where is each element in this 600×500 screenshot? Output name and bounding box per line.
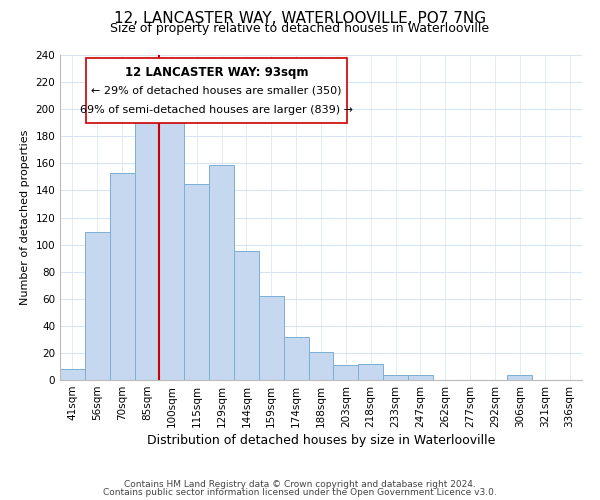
- Bar: [334, 365, 358, 380]
- Text: 12, LANCASTER WAY, WATERLOOVILLE, PO7 7NG: 12, LANCASTER WAY, WATERLOOVILLE, PO7 7N…: [114, 11, 486, 26]
- Bar: [284, 336, 308, 380]
- Bar: [383, 374, 408, 380]
- Bar: [508, 374, 532, 380]
- X-axis label: Distribution of detached houses by size in Waterlooville: Distribution of detached houses by size …: [147, 434, 495, 447]
- Bar: [134, 114, 160, 380]
- Text: 12 LANCASTER WAY: 93sqm: 12 LANCASTER WAY: 93sqm: [125, 66, 308, 80]
- Bar: [408, 374, 433, 380]
- Bar: [259, 296, 284, 380]
- FancyBboxPatch shape: [86, 58, 347, 123]
- Bar: [358, 364, 383, 380]
- Text: Size of property relative to detached houses in Waterlooville: Size of property relative to detached ho…: [110, 22, 490, 35]
- Bar: [60, 369, 85, 380]
- Bar: [184, 184, 209, 380]
- Y-axis label: Number of detached properties: Number of detached properties: [20, 130, 30, 305]
- Bar: [308, 352, 334, 380]
- Bar: [85, 232, 110, 380]
- Text: Contains public sector information licensed under the Open Government Licence v3: Contains public sector information licen…: [103, 488, 497, 497]
- Text: Contains HM Land Registry data © Crown copyright and database right 2024.: Contains HM Land Registry data © Crown c…: [124, 480, 476, 489]
- Bar: [160, 116, 184, 380]
- Bar: [110, 173, 134, 380]
- Bar: [209, 164, 234, 380]
- Text: ← 29% of detached houses are smaller (350): ← 29% of detached houses are smaller (35…: [91, 86, 342, 96]
- Text: 69% of semi-detached houses are larger (839) →: 69% of semi-detached houses are larger (…: [80, 106, 353, 116]
- Bar: [234, 252, 259, 380]
